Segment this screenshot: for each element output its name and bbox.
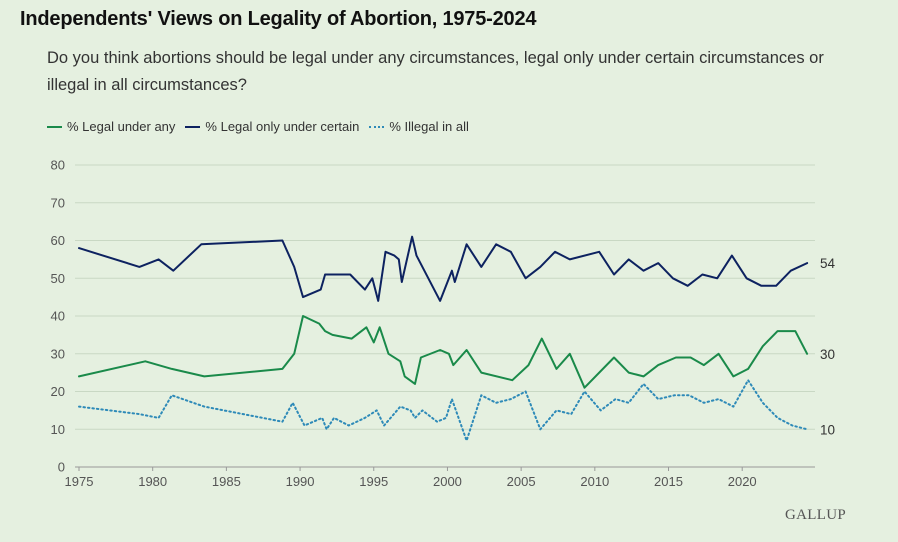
- y-tick-label: 70: [51, 195, 65, 210]
- series-line-certain[interactable]: [78, 235, 809, 302]
- x-tick-label: 2000: [433, 474, 462, 489]
- x-tick-label: 1975: [65, 474, 94, 489]
- x-tick-label: 2005: [507, 474, 536, 489]
- x-tick-label: 2010: [580, 474, 609, 489]
- legend-swatch-certain: [185, 125, 201, 128]
- legend: % Legal under any % Legal only under cer…: [47, 119, 479, 134]
- x-tick-label: 1995: [359, 474, 388, 489]
- x-tick-label: 1990: [286, 474, 315, 489]
- legend-item-illegal[interactable]: % Illegal in all: [369, 119, 469, 134]
- gallup-logo: GALLUP: [785, 507, 846, 523]
- series-line-illegal[interactable]: [78, 379, 809, 442]
- legend-item-certain[interactable]: % Legal only under certain: [185, 119, 359, 134]
- end-label-certain: 54: [820, 256, 836, 271]
- chart-subtitle: Do you think abortions should be legal u…: [47, 49, 824, 94]
- legend-item-legal[interactable]: % Legal under any: [47, 119, 175, 134]
- x-tick-label: 2015: [654, 474, 683, 489]
- legend-label-illegal: % Illegal in all: [389, 119, 469, 134]
- x-tick-label: 1980: [138, 474, 167, 489]
- y-tick-label: 60: [51, 233, 65, 248]
- end-label-illegal: 10: [820, 422, 835, 437]
- y-tick-label: 50: [51, 271, 65, 286]
- x-tick-label: 1985: [212, 474, 241, 489]
- y-tick-label: 80: [51, 158, 65, 173]
- chart-title: Independents' Views on Legality of Abort…: [20, 8, 537, 30]
- legend-swatch-illegal: [369, 125, 385, 128]
- legend-label-legal: % Legal under any: [67, 119, 176, 134]
- y-tick-label: 30: [51, 346, 65, 361]
- x-tick-label: 2020: [728, 474, 757, 489]
- y-tick-label: 20: [51, 384, 65, 399]
- end-label-legal: 30: [820, 347, 835, 362]
- series-line-legal[interactable]: [78, 315, 809, 389]
- y-tick-label: 40: [51, 309, 65, 324]
- legend-label-certain: % Legal only under certain: [205, 119, 360, 134]
- y-tick-label: 0: [58, 460, 65, 475]
- y-tick-label: 10: [51, 422, 65, 437]
- legend-swatch-legal: [47, 125, 62, 128]
